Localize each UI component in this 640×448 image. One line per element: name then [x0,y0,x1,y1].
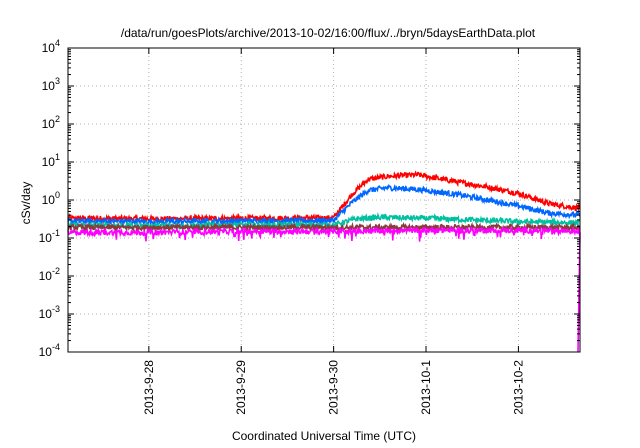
y-axis-label: cSv/day [19,182,33,225]
series-layer [67,170,581,353]
series-line-1 [67,183,581,228]
series-line-4 [67,225,581,353]
y-tick-label: 10-4 [39,342,60,359]
x-axis-label: Coordinated Universal Time (UTC) [232,429,416,443]
series-line-0 [67,170,581,225]
series-line-3 [67,221,581,234]
x-tick-label: 2013-9-30 [327,360,341,415]
x-tick-label: 2013-10-1 [419,360,433,415]
x-tick-label: 2013-9-28 [142,360,156,415]
y-tick-label: 10-1 [39,228,60,245]
chart-title: /data/run/goesPlots/archive/2013-10-02/1… [121,26,536,40]
y-tick-label: 10-3 [39,304,60,321]
y-tick-label: 104 [42,38,60,55]
y-tick-label: 102 [42,114,60,131]
x-tick-label: 2013-10-2 [511,360,525,415]
y-tick-label: 103 [42,76,60,93]
y-tick-label: 101 [42,152,60,169]
x-tick-label: 2013-9-29 [234,360,248,415]
ticks: 10-4 10-3 10-2 10-1 100 101 102 103 104 2013-9-28… [39,38,580,415]
y-tick-label: 100 [42,190,60,207]
grid [68,48,580,352]
y-tick-label: 10-2 [39,266,60,283]
